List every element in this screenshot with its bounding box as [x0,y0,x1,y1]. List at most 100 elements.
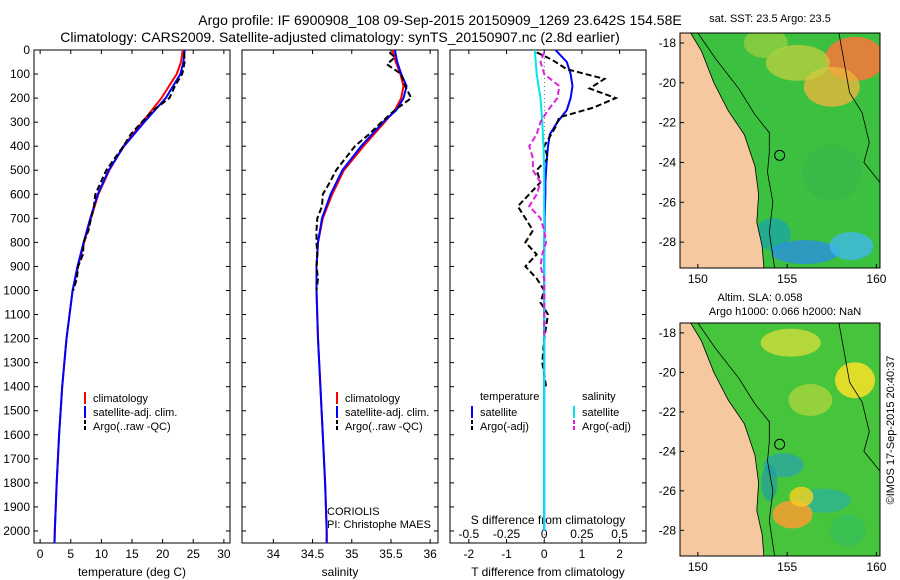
climatology-line [53,50,184,543]
figure-title-line1: Argo profile: IF 6900908_108 09-Sep-2015… [198,12,681,28]
depth-tick-label: 1100 [4,308,30,322]
depth-tick-label: 800 [10,235,30,249]
depth-tick-label: 600 [10,187,30,201]
map-y-tick-label: -22 [659,405,677,419]
bathymetry-contour [697,33,775,268]
depth-tick-label: 1400 [3,380,30,394]
float-position-marker [774,438,786,450]
figure-title-line2: Climatology: CARS2009. Satellite-adjuste… [60,29,620,45]
depth-tick-label: 1200 [3,332,30,346]
field-patch [772,500,813,529]
map-x-tick-label: 160 [866,272,886,286]
x-tick-label: 35 [345,547,359,561]
legend-temperature-heading: temperature [480,391,539,403]
field-patch [765,44,830,81]
field-patch [829,232,874,261]
map-y-tick-label: -20 [659,76,677,90]
bathymetry-contour [838,323,880,472]
s-difference-tick-label: 0.25 [570,527,594,541]
map-x-tick-label: 155 [777,272,797,286]
t-argo-diff-line [516,51,619,387]
sla-map-axes: 150 155 160 -18 -20 -22 -24 -26 -28 [659,326,887,574]
s-argo-diff-line [527,52,561,339]
imos-timestamp: ©IMOS 17-Sep-2015 20:40:37 [885,356,897,505]
salinity-axis-label: salinity [322,565,359,579]
depth-tick-label: 100 [10,67,30,81]
sst-map-frame [679,32,881,269]
map-x-tick-label: 150 [688,560,708,574]
x-tick-label: 1 [579,547,586,561]
difference-axis: -2 -1 0 1 2 [464,50,623,561]
map-x-tick-label: 150 [688,272,708,286]
legend-satellite: satellite-adj. clim. [345,407,429,419]
s-satellite-diff-line [533,50,546,531]
x-tick-label: 10 [95,547,109,561]
legend-climatology: climatology [345,393,401,405]
argo-line [315,51,413,291]
t-difference-axis-label: T difference from climatology [471,565,625,579]
depth-tick-label: 200 [10,91,30,105]
sla-map-frame [679,322,881,557]
map-y-tick-label: -24 [659,155,677,169]
depth-tick-label: 500 [10,163,30,177]
temperature-legend: climatology satellite-adj. clim. Argo(..… [84,392,177,433]
pi-label: PI: Christophe MAES [327,519,431,531]
map-y-tick-label: -26 [659,484,677,498]
x-tick-label: 20 [156,547,170,561]
field-patch [829,514,866,547]
depth-tick-label: 1000 [3,283,30,297]
x-tick-label: 0 [37,547,44,561]
field-patch [754,218,791,251]
field-patch [835,362,875,399]
legend-climatology: climatology [93,393,149,405]
field-patch [801,144,862,201]
depth-tick-label: 900 [10,259,30,273]
x-tick-label: 5 [67,547,74,561]
float-position-marker [774,149,786,161]
x-tick-label: 0 [541,547,548,561]
depth-tick-label: 1500 [3,404,30,418]
temperature-series [53,50,186,543]
land-mass [680,323,765,556]
field-patch [788,384,833,417]
map-y-tick-label: -18 [659,326,677,340]
legend-t-satellite: satellite [480,407,517,419]
map-y-tick-label: -28 [659,235,677,249]
legend-salinity-heading: salinity [582,391,616,403]
map-x-tick-label: 160 [866,560,886,574]
field-patch [789,486,814,507]
difference-panel-frame [449,49,647,544]
s-difference-axis-label: S difference from climatology [471,513,626,527]
x-tick-label: -1 [501,547,512,561]
depth-tick-label: 1700 [3,452,30,466]
satellite-adj-clim-line [53,50,186,543]
sla-map-title-line1: Altim. SLA: 0.058 [718,292,803,304]
salinity-series [315,50,413,543]
x-tick-label: -2 [464,547,475,561]
x-tick-label: 2 [616,547,623,561]
field-patch [743,33,788,58]
field-patch [761,464,778,501]
sst-map: sat. SST: 23.5 Argo: 23.5 150 155 160 -18 -2… [659,13,887,286]
sst-map-axes: 150 155 160 -18 -20 -22 -24 -26 -28 [659,36,887,286]
map-y-tick-label: -20 [659,365,677,379]
argo-line [72,52,186,291]
x-tick-label: 34.5 [301,547,325,561]
temperature-axis-label: temperature (deg C) [78,565,186,579]
x-tick-label: 25 [187,547,201,561]
depth-axis: 0 100 200 300 400 500 600 700 800 900 1000 1100 1200… [3,43,646,538]
climatology-line [315,50,405,543]
legend-satellite: satellite-adj. clim. [93,407,177,419]
map-y-tick-label: -24 [659,444,677,458]
s-difference-tick-label: -0.25 [493,527,521,541]
satellite-adj-clim-line [315,50,408,543]
depth-tick-label: 1300 [3,356,30,370]
legend-s-argo: Argo(-adj) [582,421,631,433]
sla-map-title-line2: Argo h1000: 0.066 h2000: NaN [709,306,861,318]
legend-argo: Argo(..raw -QC) [345,421,423,433]
map-y-tick-label: -28 [659,523,677,537]
x-tick-label: 35.5 [379,547,403,561]
field-patch [771,240,839,265]
s-difference-tick-label: 0.5 [611,527,628,541]
